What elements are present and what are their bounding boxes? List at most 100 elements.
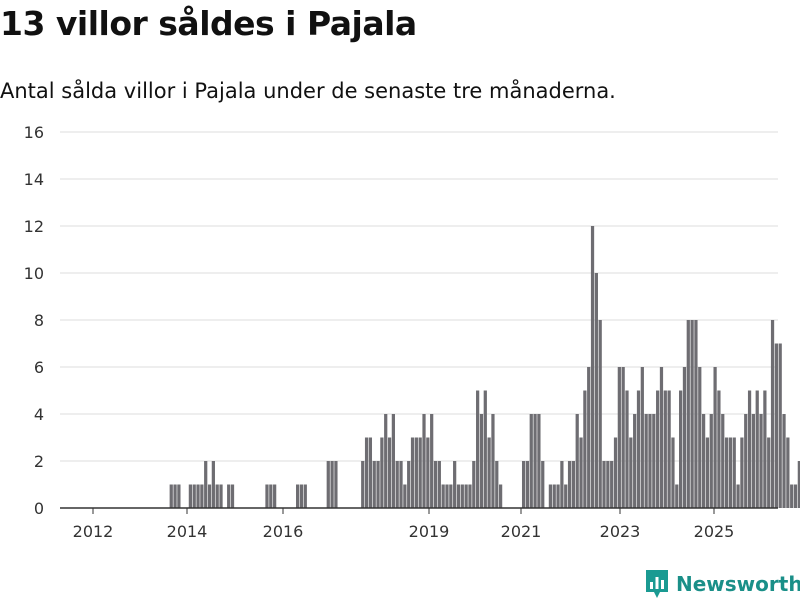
bar	[786, 437, 790, 508]
bar	[299, 484, 304, 508]
y-tick-label: 10	[24, 264, 44, 283]
bar	[391, 414, 395, 508]
bar	[767, 437, 771, 508]
bar	[548, 484, 553, 508]
bar	[560, 461, 564, 508]
bar	[571, 461, 575, 508]
bar	[652, 414, 656, 508]
bar	[629, 437, 633, 508]
newsworthy-logo-icon	[646, 570, 668, 598]
bar	[793, 484, 798, 508]
bar	[177, 484, 181, 508]
y-tick-label: 2	[34, 452, 44, 471]
bar	[529, 414, 533, 508]
bar	[399, 461, 403, 508]
bar	[441, 484, 445, 508]
bar	[679, 390, 683, 508]
x-tick-label: 2021	[501, 522, 542, 541]
y-tick-label: 6	[34, 358, 44, 377]
bar	[227, 484, 231, 508]
bar	[744, 414, 748, 508]
bar	[433, 461, 438, 508]
bar	[763, 390, 767, 508]
bar	[491, 414, 495, 508]
bar	[541, 461, 545, 508]
bar	[564, 484, 568, 508]
bar	[395, 461, 399, 508]
bar	[621, 367, 625, 508]
y-tick-label: 12	[24, 217, 44, 236]
bar	[656, 390, 660, 508]
bar	[636, 390, 641, 508]
bar	[173, 484, 177, 508]
bar	[782, 414, 786, 508]
bar	[460, 484, 464, 508]
bar	[575, 414, 579, 508]
bar	[453, 461, 457, 508]
bar	[468, 484, 472, 508]
bar	[770, 320, 775, 508]
y-tick-label: 4	[34, 405, 44, 424]
bar	[671, 437, 675, 508]
bar	[644, 414, 648, 508]
bar	[296, 484, 300, 508]
bar	[755, 390, 759, 508]
bar	[721, 414, 725, 508]
bar	[476, 390, 480, 508]
bar	[464, 484, 468, 508]
x-tick-label: 2014	[167, 522, 208, 541]
bar	[533, 414, 537, 508]
bar	[717, 390, 721, 508]
bar	[204, 461, 208, 508]
bar	[499, 484, 503, 508]
bar	[188, 484, 192, 508]
bar	[479, 414, 484, 508]
bar	[230, 484, 235, 508]
bar	[361, 461, 365, 508]
bar	[192, 484, 196, 508]
bar	[196, 484, 200, 508]
x-tick-label: 2025	[694, 522, 735, 541]
bar	[617, 367, 621, 508]
x-tick-label: 2023	[600, 522, 641, 541]
bar	[778, 343, 782, 508]
bar	[667, 390, 671, 508]
bar	[732, 437, 736, 508]
bar	[583, 390, 587, 508]
bar	[215, 484, 219, 508]
bar	[610, 461, 614, 508]
bar	[663, 390, 667, 508]
bar	[430, 414, 434, 508]
bar	[384, 414, 388, 508]
bar	[403, 484, 407, 508]
bar	[387, 437, 392, 508]
bar	[587, 367, 591, 508]
bar	[410, 437, 415, 508]
y-tick-label: 14	[24, 170, 44, 189]
chart-title: 13 villor såldes i Pajala	[0, 4, 417, 43]
bar	[594, 273, 598, 508]
y-tick-label: 0	[34, 499, 44, 518]
bar	[273, 484, 277, 508]
bar	[211, 461, 215, 508]
y-tick-label: 8	[34, 311, 44, 330]
bar	[682, 367, 687, 508]
bar	[418, 437, 422, 508]
bar	[456, 484, 461, 508]
bar	[426, 437, 430, 508]
bar	[483, 390, 487, 508]
bar	[334, 461, 338, 508]
bar	[751, 414, 756, 508]
bar	[219, 484, 223, 508]
bar	[774, 343, 778, 508]
bar	[694, 320, 698, 508]
bar	[590, 226, 595, 508]
bar	[625, 390, 629, 508]
bar	[640, 367, 644, 508]
bar	[690, 320, 694, 508]
bar	[445, 484, 449, 508]
newsworthy-brand[interactable]: Newsworthy	[644, 568, 800, 600]
bar	[567, 461, 572, 508]
bar	[797, 461, 800, 508]
bar	[368, 437, 373, 508]
